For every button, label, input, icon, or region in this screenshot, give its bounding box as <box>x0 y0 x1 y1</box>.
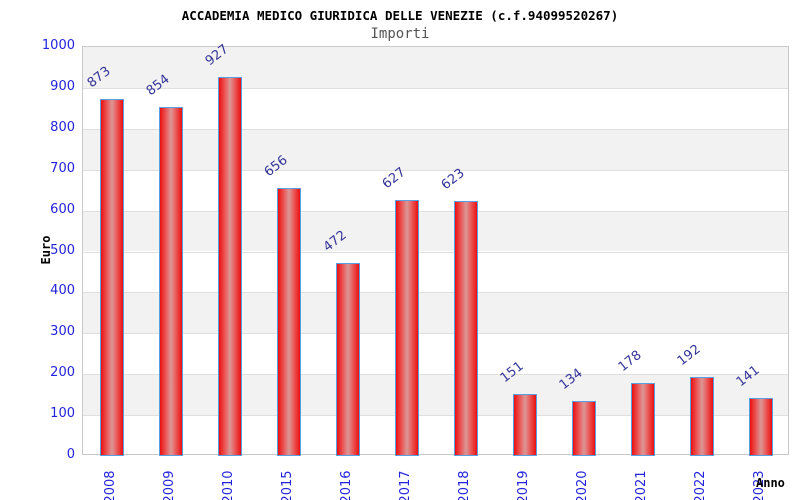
y-tick-label: 0 <box>66 447 75 462</box>
gridline <box>83 333 788 334</box>
bar-2023 <box>748 398 773 456</box>
x-tick-label: 2022 <box>692 470 708 500</box>
x-tick-label: 2016 <box>339 470 355 500</box>
gridline <box>83 170 788 171</box>
grid-band <box>83 292 788 334</box>
y-tick-label: 900 <box>50 78 75 94</box>
x-tick-label: 2008 <box>103 470 119 500</box>
x-tick-label: 2021 <box>633 470 649 500</box>
y-tick-label: 500 <box>50 242 75 258</box>
bar-2010 <box>218 76 243 456</box>
y-tick-label: 200 <box>50 365 75 381</box>
bar-2016 <box>336 262 361 456</box>
y-tick-label: 600 <box>50 201 75 217</box>
bar-2021 <box>630 383 655 456</box>
bar-2022 <box>689 377 714 456</box>
grid-band <box>83 210 788 252</box>
y-tick-label: 100 <box>50 406 75 422</box>
chart-subtitle: Importi <box>370 26 430 42</box>
bar-2020 <box>571 401 596 456</box>
plot-area <box>82 46 789 456</box>
bar-2009 <box>159 106 184 456</box>
y-axis-title: Euro <box>39 235 53 265</box>
gridline <box>83 252 788 253</box>
x-tick-label: 2018 <box>456 470 472 500</box>
gridline <box>83 415 788 416</box>
grid-band <box>83 47 788 88</box>
y-tick-label: 700 <box>50 160 75 176</box>
gridline <box>83 211 788 212</box>
x-tick-label: 2015 <box>280 470 296 500</box>
chart-title: ACCADEMIA MEDICO GIURIDICA DELLE VENEZIE… <box>181 8 619 23</box>
x-tick-label: 2019 <box>515 470 531 500</box>
x-axis-title: Anno <box>756 476 785 490</box>
grid-band <box>83 374 788 416</box>
gridline <box>83 292 788 293</box>
bar-2008 <box>100 98 125 456</box>
gridline <box>83 129 788 130</box>
gridline <box>83 88 788 89</box>
x-tick-label: 2009 <box>162 470 178 500</box>
x-tick-label: 2020 <box>574 470 590 500</box>
y-tick-label: 400 <box>50 283 75 299</box>
y-tick-label: 300 <box>50 324 75 340</box>
bar-2015 <box>277 187 302 456</box>
y-tick-label: 1000 <box>41 38 75 53</box>
bar-2018 <box>453 201 478 456</box>
x-tick-label: 2010 <box>221 470 237 500</box>
bar-2019 <box>512 394 537 456</box>
gridline <box>83 374 788 375</box>
grid-band <box>83 128 788 170</box>
x-tick-label: 2017 <box>398 470 414 500</box>
bar-2017 <box>395 199 420 456</box>
y-tick-label: 800 <box>50 119 75 135</box>
